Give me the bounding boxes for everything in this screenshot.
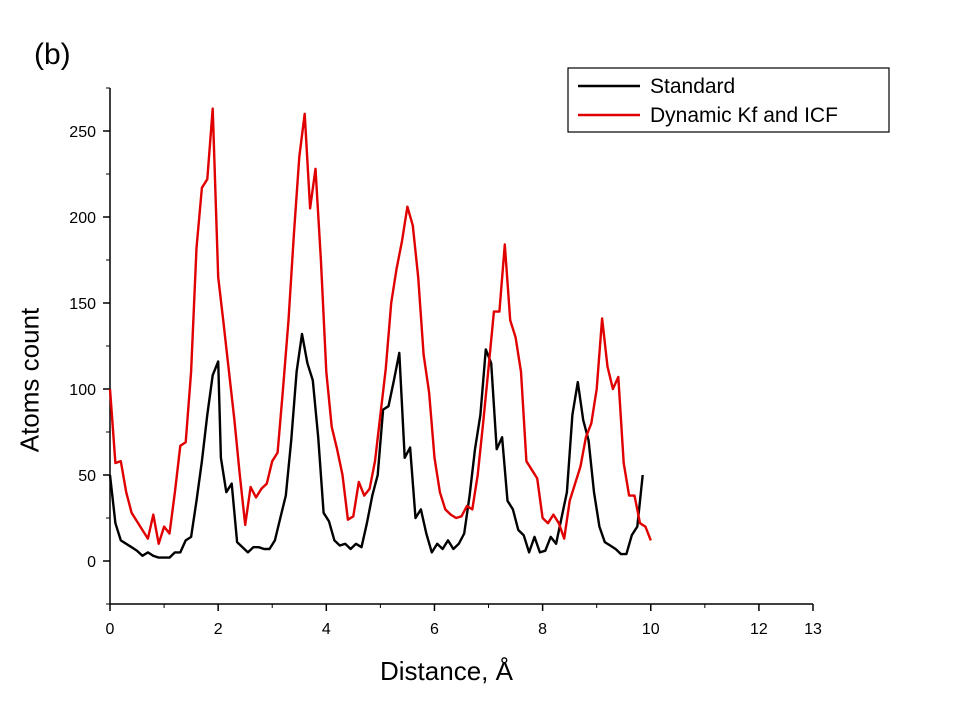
x-tick-label: 10 <box>642 621 660 638</box>
x-tick-label: 2 <box>214 621 223 638</box>
y-tick-label: 50 <box>78 468 96 485</box>
y-tick-label: 0 <box>87 554 96 571</box>
x-tick-label: 4 <box>322 621 331 638</box>
legend-entry: Dynamic Kf and ICF <box>650 104 838 127</box>
y-axis-ticks: 0 50 100 150 200 250 <box>69 87 110 605</box>
y-tick-label: 250 <box>69 124 96 141</box>
x-tick-label: 6 <box>430 621 439 638</box>
legend-entry: Standard <box>650 75 735 98</box>
y-tick-label: 150 <box>69 296 96 313</box>
x-tick-label: 0 <box>106 621 115 638</box>
series-line-1 <box>108 332 644 559</box>
panel-label: (b) <box>34 38 71 71</box>
x-axis-label: Distance, Å <box>380 656 513 686</box>
y-tick-label: 200 <box>69 210 96 227</box>
y-axis-label: Atoms count <box>14 307 45 453</box>
x-axis-ticks: 0 2 4 6 8 10 12 13 <box>106 604 822 638</box>
x-tick-label: 13 <box>804 621 822 638</box>
chart-series <box>108 107 652 559</box>
x-tick-label: 12 <box>750 621 768 638</box>
y-tick-label: 100 <box>69 382 96 399</box>
chart-legend: Standard Dynamic Kf and ICF <box>567 67 890 133</box>
legend-box <box>567 67 890 133</box>
series-line-2 <box>108 107 652 545</box>
x-tick-label: 8 <box>538 621 547 638</box>
